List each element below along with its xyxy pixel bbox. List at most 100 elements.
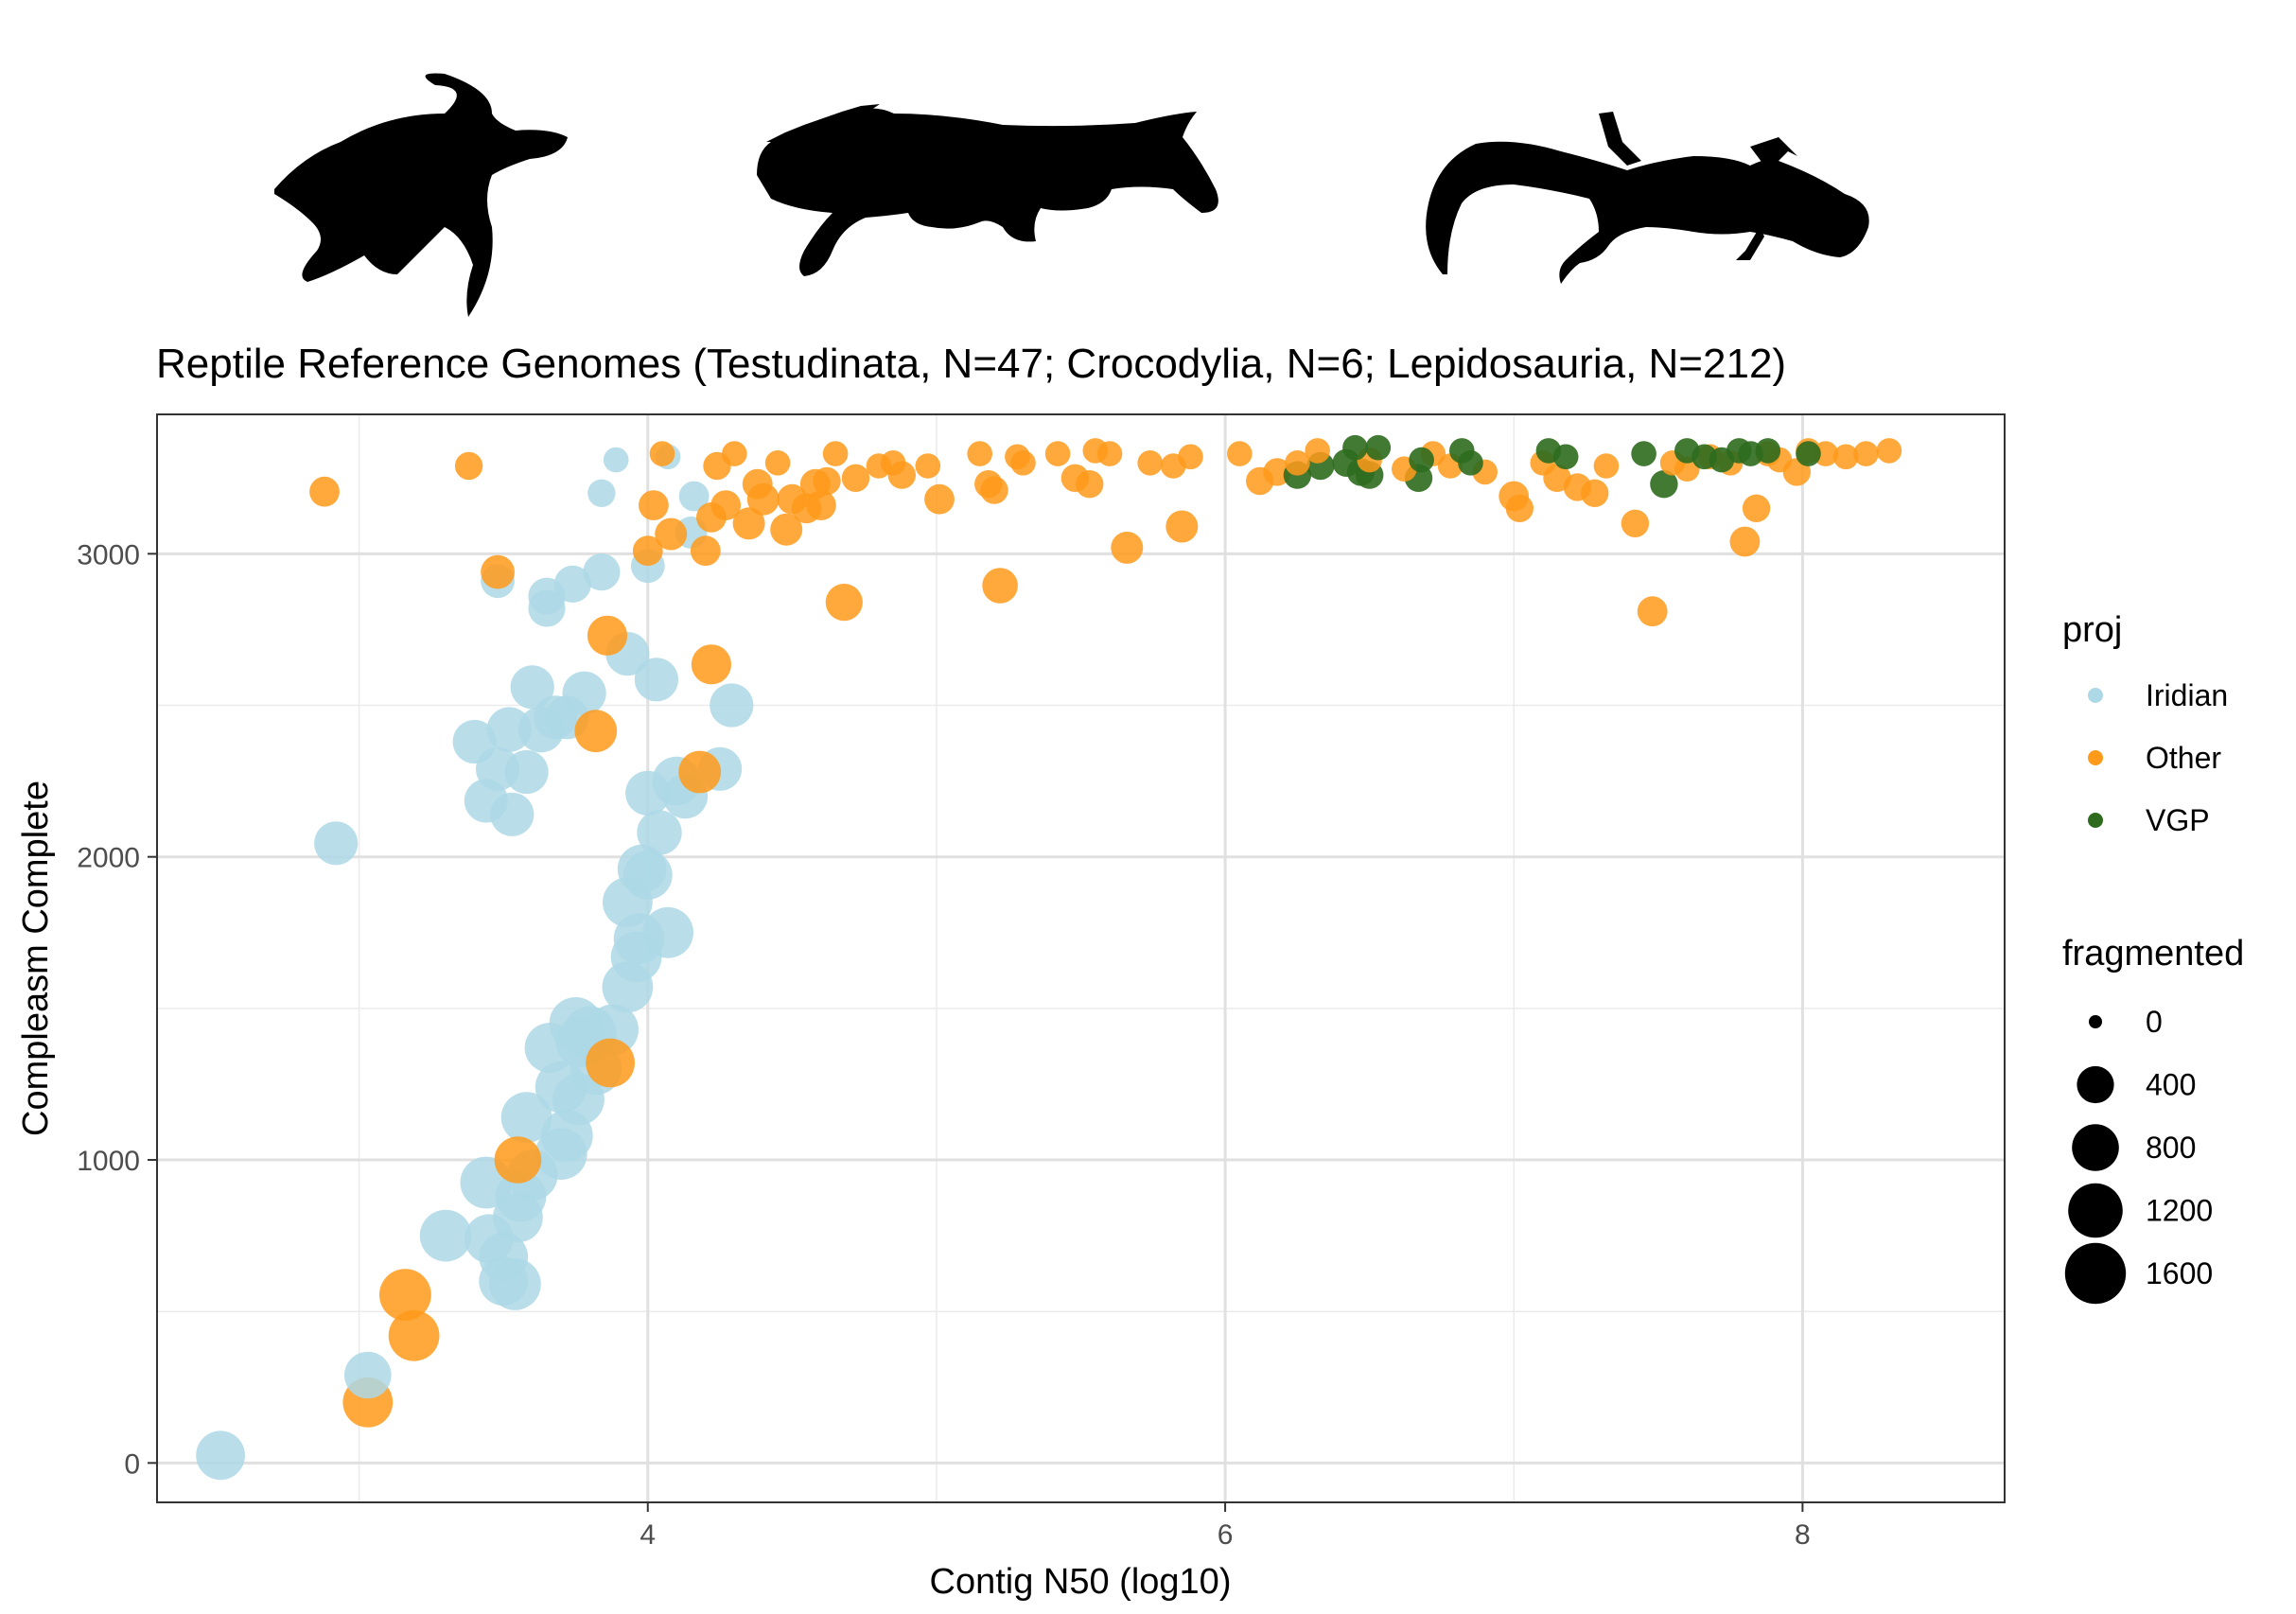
x-axis: 4 6 8 xyxy=(640,1502,1811,1551)
data-point-other xyxy=(586,1038,635,1088)
data-point-other xyxy=(1832,444,1859,470)
size-legend-label: 1200 xyxy=(2146,1194,2213,1228)
data-point-other xyxy=(481,554,515,589)
data-point-other xyxy=(980,476,1008,504)
data-point-other xyxy=(649,441,675,466)
data-point-iridian xyxy=(510,665,554,710)
size-legend-label: 0 xyxy=(2146,1005,2163,1039)
data-point-vgp xyxy=(1458,450,1483,476)
y-tick-label: 3000 xyxy=(77,539,140,570)
data-point-other xyxy=(1621,509,1650,537)
data-point-other xyxy=(1178,444,1203,470)
data-point-other xyxy=(822,441,849,466)
data-point-iridian xyxy=(583,553,621,591)
data-point-other xyxy=(1044,441,1071,466)
data-point-vgp xyxy=(1342,434,1368,461)
data-point-other xyxy=(1853,441,1879,466)
legend-label-vgp: VGP xyxy=(2146,803,2210,837)
size-legend-title: fragmented xyxy=(2062,934,2244,974)
crocodile-silhouette xyxy=(757,104,1218,276)
data-point-other xyxy=(742,468,773,500)
data-point-other xyxy=(1729,526,1761,557)
legend-key-iridian xyxy=(2088,688,2103,703)
data-point-vgp xyxy=(1552,444,1579,470)
chart-title: Reptile Reference Genomes (Testudinata, … xyxy=(156,341,1786,387)
data-point-other xyxy=(639,490,669,520)
data-point-iridian xyxy=(490,792,535,836)
data-point-other xyxy=(678,750,722,794)
data-point-other xyxy=(1285,450,1310,476)
data-point-iridian xyxy=(344,1351,392,1399)
data-point-other xyxy=(1166,510,1199,543)
data-point-other xyxy=(494,1136,542,1184)
data-point-other xyxy=(1111,531,1144,564)
data-point-iridian xyxy=(419,1209,472,1262)
data-point-other xyxy=(1581,479,1609,507)
data-point-other xyxy=(454,451,483,481)
data-point-other xyxy=(1305,438,1330,464)
data-point-other xyxy=(764,450,791,476)
data-point-other xyxy=(825,584,863,622)
data-point-iridian xyxy=(479,1256,529,1307)
data-point-vgp xyxy=(1755,438,1781,464)
data-point-other xyxy=(587,615,628,656)
data-point-other xyxy=(1742,494,1771,522)
data-point-vgp xyxy=(1631,441,1656,466)
data-point-other xyxy=(813,466,841,496)
data-point-iridian xyxy=(196,1430,245,1481)
plot-panel xyxy=(157,414,2005,1502)
data-point-iridian xyxy=(486,707,532,752)
x-tick-label: 8 xyxy=(1795,1519,1811,1551)
data-point-other xyxy=(1813,441,1839,466)
data-point-other xyxy=(1876,438,1902,464)
data-point-other xyxy=(1505,494,1534,522)
data-point-other xyxy=(841,464,870,492)
size-legend-key xyxy=(2077,1065,2114,1104)
gecko-silhouette xyxy=(1426,112,1869,284)
data-point-other xyxy=(1637,596,1668,627)
data-point-iridian xyxy=(622,851,673,900)
data-point-other xyxy=(982,568,1018,604)
y-tick-label: 0 xyxy=(124,1448,140,1480)
data-point-other xyxy=(880,450,906,476)
turtle-silhouette xyxy=(274,73,568,317)
data-point-vgp xyxy=(1796,441,1821,466)
data-point-other xyxy=(632,535,663,567)
x-tick-label: 6 xyxy=(1218,1519,1234,1551)
x-axis-title: Contig N50 (log10) xyxy=(930,1562,1232,1602)
data-point-other xyxy=(379,1269,431,1321)
y-tick-label: 2000 xyxy=(77,843,140,874)
size-legend-key xyxy=(2064,1242,2127,1305)
data-point-other xyxy=(924,483,955,515)
y-axis: 0 1000 2000 3000 xyxy=(77,539,157,1480)
data-point-iridian xyxy=(314,821,359,866)
data-point-other xyxy=(1010,450,1036,476)
data-point-other xyxy=(732,507,765,540)
legend-key-vgp xyxy=(2088,813,2103,828)
y-tick-label: 1000 xyxy=(77,1146,140,1177)
data-point-other xyxy=(1076,470,1104,499)
size-legend-key xyxy=(2068,1183,2123,1238)
data-point-vgp xyxy=(1365,434,1392,461)
data-point-iridian xyxy=(625,770,671,816)
size-legend-key xyxy=(2072,1124,2119,1171)
data-point-other xyxy=(1137,450,1163,476)
data-point-other xyxy=(806,490,836,520)
size-legend-label: 400 xyxy=(2146,1068,2196,1102)
panel-border xyxy=(156,413,2006,1503)
color-legend-title: proj xyxy=(2062,610,2122,650)
data-point-iridian xyxy=(634,658,679,702)
data-point-other xyxy=(574,710,618,753)
y-axis-title: Compleasm Complete xyxy=(16,781,56,1136)
data-point-other xyxy=(1096,441,1123,466)
color-legend: Iridian Other VGP xyxy=(2088,678,2228,837)
grid xyxy=(157,414,2005,1502)
data-point-iridian xyxy=(524,1023,575,1073)
size-legend-key xyxy=(2089,1015,2102,1028)
size-legend: 0 400 800 1200 1600 xyxy=(2064,1005,2213,1305)
data-point-other xyxy=(388,1309,440,1361)
data-point-iridian xyxy=(603,447,629,473)
data-point-vgp xyxy=(1650,470,1678,499)
data-point-other xyxy=(1593,453,1620,479)
